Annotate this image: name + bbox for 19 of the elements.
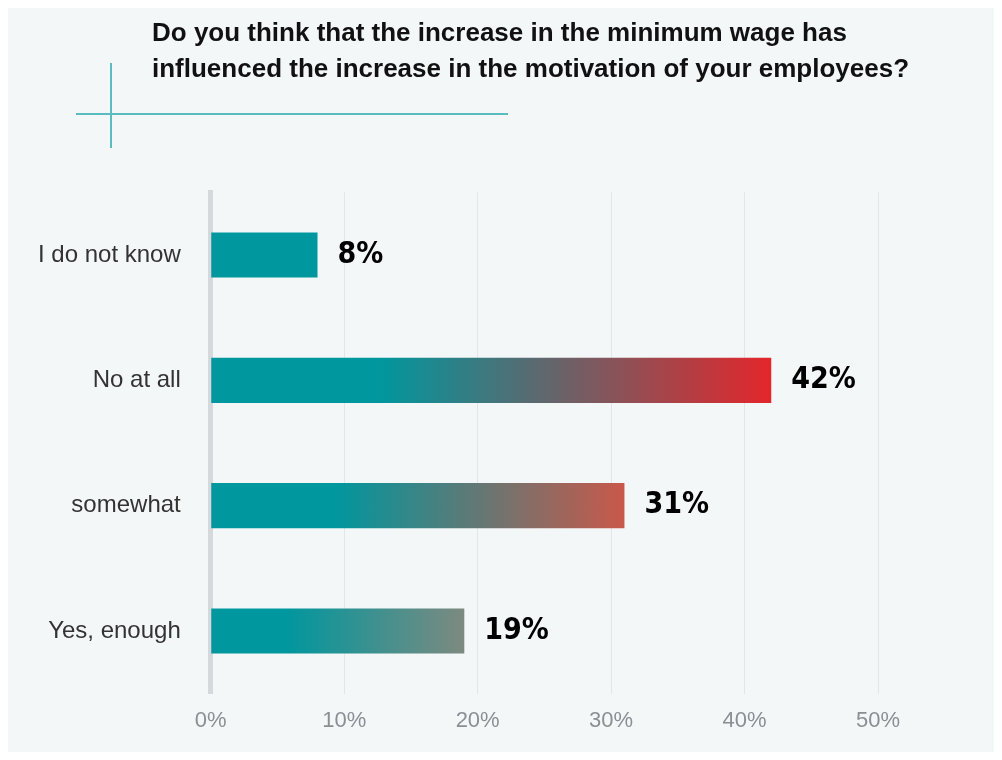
bar bbox=[211, 357, 772, 403]
x-tick-label: 10% bbox=[322, 706, 367, 732]
y-tick-label: No at all bbox=[92, 364, 181, 392]
x-tick-label: 30% bbox=[589, 706, 634, 732]
x-tick-label: 50% bbox=[855, 706, 901, 732]
chart-title: Do you think that the increase in the minimum wage has influenced the increase in the motivation of your employees? bbox=[152, 16, 911, 85]
y-tick-label: Yes, enough bbox=[48, 615, 181, 643]
bar bbox=[211, 483, 625, 529]
data-label: 8% bbox=[337, 234, 384, 270]
x-tick-label: 40% bbox=[722, 706, 767, 732]
bar bbox=[211, 608, 465, 654]
bar bbox=[211, 232, 318, 278]
x-tick-label: 0% bbox=[194, 706, 227, 732]
y-tick-label: somewhat bbox=[71, 490, 182, 518]
data-label: 31% bbox=[644, 485, 710, 521]
y-tick-label: I do not know bbox=[37, 239, 182, 267]
x-tick-label: 20% bbox=[455, 706, 500, 732]
data-label: 42% bbox=[791, 360, 856, 396]
data-label: 19% bbox=[484, 610, 549, 646]
